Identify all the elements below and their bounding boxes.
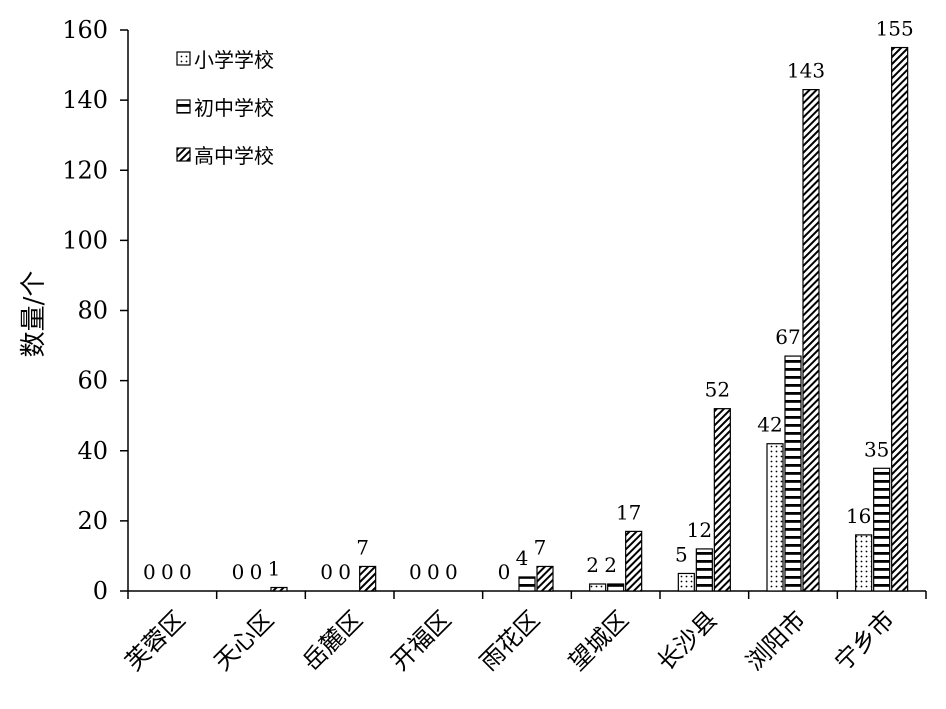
data-label: 0 — [338, 560, 351, 584]
data-label: 42 — [757, 413, 782, 437]
data-label: 7 — [356, 535, 369, 559]
bar-浏阳市-高中学校 — [802, 89, 820, 592]
bar-望城区-高中学校 — [625, 530, 643, 592]
data-label: 0 — [498, 560, 511, 584]
data-label: 0 — [427, 560, 440, 584]
bar-浏阳市-小学学校 — [766, 443, 784, 592]
y-tick-label: 20 — [77, 507, 108, 535]
legend-label: 高中学校 — [194, 144, 274, 168]
bar-岳麓区-高中学校 — [359, 565, 377, 592]
category-label: 天心区 — [209, 605, 280, 676]
data-label: 0 — [161, 560, 174, 584]
bar-望城区-初中学校 — [607, 583, 625, 592]
data-label: 155 — [876, 17, 914, 41]
category-label: 芙蓉区 — [120, 605, 191, 676]
legend-label: 初中学校 — [194, 96, 274, 120]
category-label: 浏阳市 — [741, 605, 812, 676]
data-label: 52 — [705, 378, 730, 402]
bar-宁乡市-初中学校 — [873, 467, 891, 592]
category-label: 望城区 — [563, 605, 634, 676]
category-label: 开福区 — [386, 605, 457, 676]
category-label: 长沙县 — [652, 605, 723, 676]
data-label: 67 — [775, 325, 800, 349]
category-label: 宁乡市 — [829, 605, 900, 676]
data-label: 2 — [586, 553, 599, 577]
y-axis: 0 20 40 60 80 100 120 140 160 — [62, 16, 129, 605]
data-label: 0 — [232, 560, 245, 584]
data-label: 2 — [604, 553, 617, 577]
category-label: 雨花区 — [475, 605, 546, 676]
bars — [270, 46, 909, 592]
bar-长沙县-初中学校 — [695, 548, 713, 592]
bar-雨花区-高中学校 — [536, 565, 554, 592]
data-label: 0 — [250, 560, 263, 584]
data-label: 4 — [516, 546, 529, 570]
data-label: 0 — [445, 560, 458, 584]
y-axis-label: 数量/个 — [19, 271, 49, 358]
data-label: 0 — [143, 560, 156, 584]
data-label: 16 — [846, 504, 871, 528]
category-labels: 芙蓉区 天心区 岳麓区 开福区 雨花区 望城区 长沙县 浏阳市 宁乡市 — [120, 605, 900, 676]
legend-swatch — [176, 99, 191, 114]
y-tick-label: 0 — [93, 577, 108, 605]
legend-swatch — [176, 147, 191, 162]
data-label: 0 — [179, 560, 192, 584]
data-label: 0 — [409, 560, 422, 584]
data-label: 12 — [687, 518, 712, 542]
data-label: 17 — [616, 500, 641, 524]
legend-label: 小学学校 — [194, 48, 274, 72]
data-label: 1 — [268, 556, 281, 580]
y-tick-label: 160 — [62, 16, 108, 44]
category-label: 岳麓区 — [297, 605, 368, 676]
y-tick-label: 140 — [62, 86, 108, 114]
data-label: 7 — [534, 535, 547, 559]
y-tick-label: 80 — [77, 297, 108, 325]
legend-swatch — [176, 51, 191, 66]
bar-望城区-小学学校 — [589, 583, 607, 592]
data-label: 5 — [675, 542, 688, 566]
data-label: 0 — [320, 560, 333, 584]
bar-宁乡市-小学学校 — [855, 534, 873, 592]
data-label: 35 — [864, 437, 889, 461]
data-label: 143 — [787, 59, 825, 83]
y-tick-label: 40 — [77, 437, 108, 465]
bar-长沙县-小学学校 — [677, 572, 695, 592]
y-tick-label: 60 — [77, 367, 108, 395]
bar-长沙县-高中学校 — [713, 408, 731, 592]
y-tick-label: 100 — [62, 226, 108, 254]
x-axis — [127, 590, 927, 599]
bar-宁乡市-高中学校 — [891, 46, 909, 592]
bar-天心区-高中学校 — [270, 586, 288, 592]
y-tick-label: 120 — [62, 156, 108, 184]
bar-浏阳市-初中学校 — [784, 355, 802, 592]
bar-雨花区-初中学校 — [518, 576, 536, 592]
